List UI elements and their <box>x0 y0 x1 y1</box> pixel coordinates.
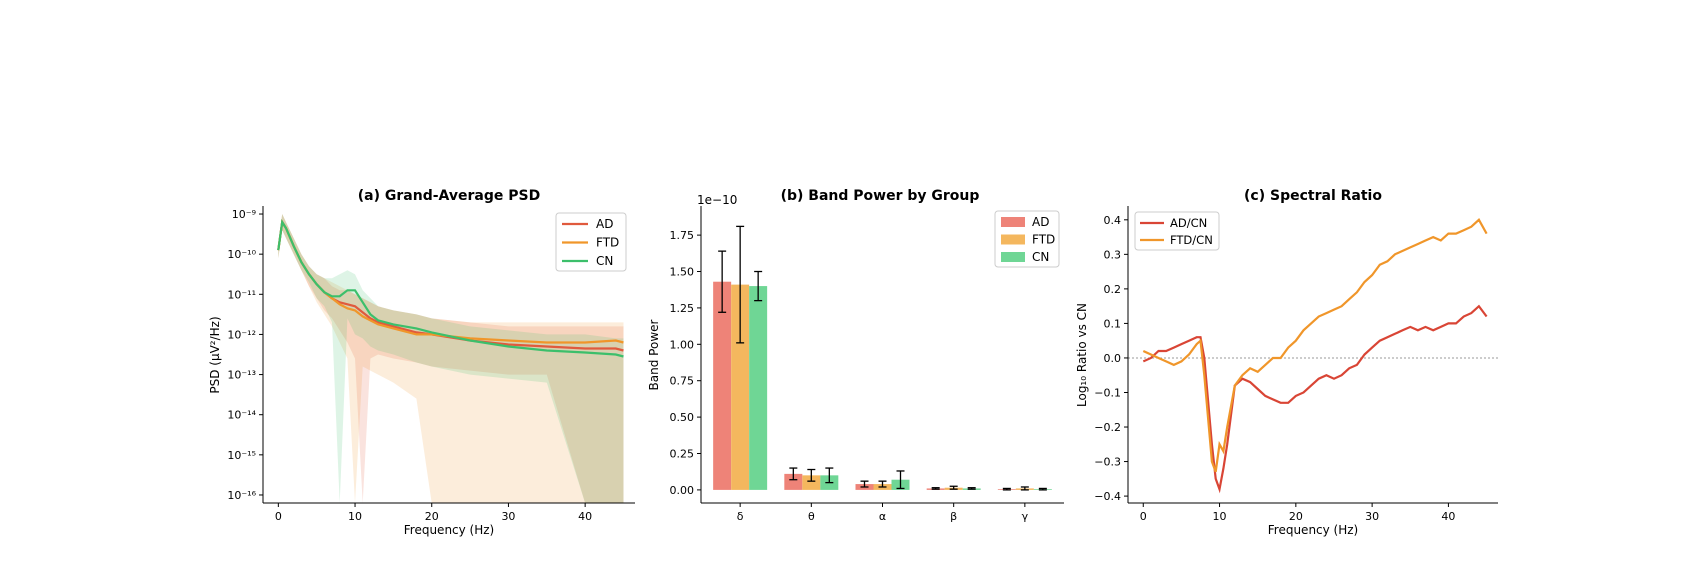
bandpower-category-label: γ <box>1022 510 1029 523</box>
ratio-xtick-label: 0 <box>1140 510 1147 523</box>
bandpower-category-label: θ <box>808 510 815 523</box>
bandpower-title: (b) Band Power by Group <box>781 188 980 204</box>
psd-ytick-label: 10⁻¹⁰ <box>227 248 256 261</box>
psd-legend-label: AD <box>596 217 613 231</box>
ratio-xlabel: Frequency (Hz) <box>1268 523 1359 537</box>
bar-ad <box>713 281 732 490</box>
panel-psd: (a) Grand-Average PSD 0 10 20 30 40 10⁻⁹ 10⁻¹⁰… <box>208 188 635 537</box>
psd-band-ad <box>278 214 624 503</box>
ratio-line-ad-cn <box>1142 304 1488 494</box>
psd-ytick-label: 10⁻¹⁶ <box>227 489 256 502</box>
ratio-ytick-label: −0.2 <box>1094 421 1121 434</box>
bar-cn <box>749 286 768 490</box>
psd-band-cn <box>278 214 624 503</box>
bandpower-ytick-label: 0.00 <box>670 484 695 497</box>
psd-legend-label: FTD <box>596 236 619 250</box>
psd-ytick-label: 10⁻¹¹ <box>227 288 256 301</box>
ratio-title: (c) Spectral Ratio <box>1244 188 1382 204</box>
ratio-line-ftd-cn <box>1142 218 1488 473</box>
psd-legend-label: CN <box>596 254 613 268</box>
ratio-ytick-label: 0.0 <box>1104 352 1122 365</box>
ratio-ytick-label: −0.4 <box>1094 490 1121 503</box>
ratio-legend-label: AD/CN <box>1170 216 1207 230</box>
bandpower-ytick-label: 0.50 <box>670 411 695 424</box>
ratio-ytick-label: 0.2 <box>1104 283 1122 296</box>
psd-line-cn <box>277 218 624 358</box>
ratio-legend-label: FTD/CN <box>1170 233 1213 247</box>
psd-band-ftd <box>278 214 624 503</box>
psd-ytick-label: 10⁻⁹ <box>232 208 256 221</box>
bandpower-category-label: α <box>879 510 886 523</box>
bandpower-legend-label: CN <box>1032 250 1049 264</box>
ratio-ytick-label: 0.3 <box>1104 248 1122 261</box>
psd-title: (a) Grand-Average PSD <box>358 188 540 204</box>
bandpower-ytick-label: 1.50 <box>670 266 695 279</box>
psd-xtick-label: 40 <box>578 510 592 523</box>
ratio-plot-area: 0 10 20 30 40 0.4 0.3 0.2 0.1 0.0 −0.1 −0.2 −0.3 −0.4… <box>1094 206 1498 523</box>
bandpower-legend-swatch-cn <box>1001 252 1025 262</box>
bandpower-ytick-label: 0.25 <box>670 448 695 461</box>
bandpower-ytick-label: 1.25 <box>670 302 695 315</box>
psd-xtick-label: 30 <box>501 510 515 523</box>
psd-xtick-label: 10 <box>348 510 362 523</box>
bandpower-ytick-label: 0.75 <box>670 375 695 388</box>
ratio-ytick-label: 0.1 <box>1104 317 1122 330</box>
bar-ftd <box>731 284 750 490</box>
psd-ytick-label: 10⁻¹⁵ <box>227 449 256 462</box>
psd-ytick-label: 10⁻¹² <box>227 328 256 341</box>
bandpower-legend-swatch-ad <box>1001 217 1025 227</box>
psd-ytick-label: 10⁻¹⁴ <box>227 409 256 422</box>
ratio-xtick-label: 40 <box>1441 510 1455 523</box>
psd-ytick-label: 10⁻¹³ <box>227 369 256 382</box>
ratio-xtick-label: 20 <box>1289 510 1303 523</box>
bandpower-legend-swatch-ftd <box>1001 234 1025 245</box>
bandpower-ylabel: Band Power <box>647 319 661 390</box>
psd-xtick-label: 0 <box>275 510 282 523</box>
bandpower-legend-label: AD <box>1032 215 1049 229</box>
bandpower-category-label: δ <box>737 510 744 523</box>
panel-spectral-ratio: (c) Spectral Ratio 0 10 20 30 40 0.4 0.3 0.2 0.1… <box>1075 188 1498 537</box>
psd-plot-area: 0 10 20 30 40 10⁻⁹ 10⁻¹⁰ 10⁻¹¹ 10⁻¹² 10⁻¹³ 10⁻¹⁴ 10… <box>227 206 635 523</box>
ratio-ylabel: Log₁₀ Ratio vs CN <box>1075 303 1089 407</box>
ratio-ytick-label: 0.4 <box>1104 214 1122 227</box>
panel-bandpower: (b) Band Power by Group 1e−10 δ θ α β γ 0.00 0… <box>647 188 1064 523</box>
bandpower-ytick-label: 1.75 <box>670 229 695 242</box>
bandpower-offset-label: 1e−10 <box>697 193 737 207</box>
ratio-xtick-label: 10 <box>1213 510 1227 523</box>
psd-xlabel: Frequency (Hz) <box>404 523 495 537</box>
psd-legend <box>555 212 627 272</box>
bandpower-ytick-label: 1.00 <box>670 338 695 351</box>
bandpower-legend-label: FTD <box>1032 233 1055 247</box>
bar-ftd <box>802 475 821 490</box>
psd-xtick-label: 20 <box>425 510 439 523</box>
ratio-ytick-label: −0.3 <box>1094 456 1121 469</box>
bar-ad <box>784 473 803 490</box>
bandpower-plot-area: δ θ α β γ 0.00 0.25 0.50 0.75 1.00 1.25 1.50 1.75 AD F… <box>670 206 1064 523</box>
psd-ylabel: PSD (µV²/Hz) <box>208 316 222 393</box>
ratio-ytick-label: −0.1 <box>1094 386 1121 399</box>
ratio-xtick-label: 30 <box>1365 510 1379 523</box>
bandpower-category-label: β <box>950 510 957 523</box>
